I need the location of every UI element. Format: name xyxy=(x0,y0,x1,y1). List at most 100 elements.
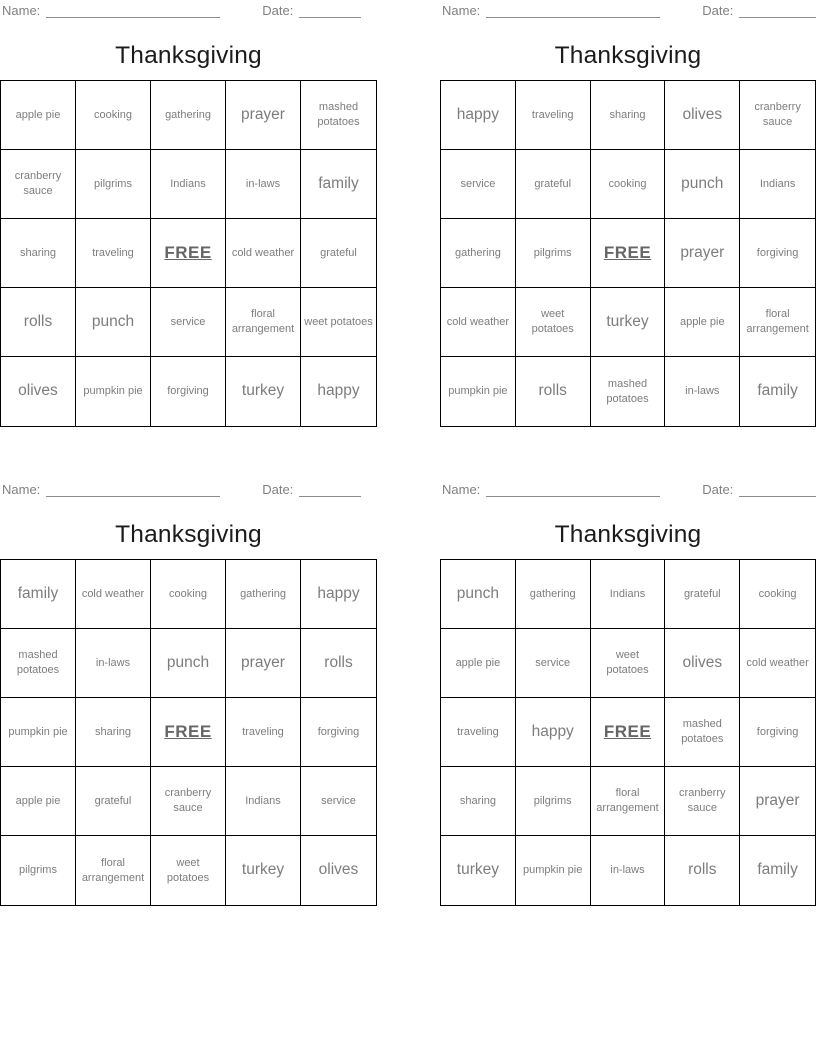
bingo-card: Name: Date: Thanksgiving happy traveling s… xyxy=(440,3,816,427)
bingo-cell: prayer xyxy=(740,767,815,836)
bingo-cell: mashed potatoes xyxy=(665,698,741,767)
bingo-card: Name: Date: Thanksgiving apple pie cookin… xyxy=(0,3,377,427)
bingo-cell: weet potatoes xyxy=(590,629,666,698)
bingo-cell: olives xyxy=(665,629,741,698)
bingo-cell: cranberry sauce xyxy=(1,150,76,219)
bingo-cell: apple pie xyxy=(1,767,76,836)
card-title: Thanksgiving xyxy=(554,42,702,69)
bingo-card: Name: Date: Thanksgiving punch gathering I… xyxy=(440,482,816,906)
card-title: Thanksgiving xyxy=(115,521,262,548)
bingo-cell: turkey xyxy=(226,357,301,426)
date-fill-line xyxy=(299,483,362,497)
card-title: Thanksgiving xyxy=(554,521,702,548)
bingo-cell: traveling xyxy=(441,698,516,767)
bingo-cell: family xyxy=(757,382,798,400)
bingo-cell: rolls xyxy=(516,357,591,426)
bingo-cell: rolls xyxy=(1,288,76,357)
bingo-cell: prayer xyxy=(226,629,301,698)
bingo-cell: weet potatoes xyxy=(301,288,376,357)
date-label: Date: xyxy=(262,3,294,18)
date-fill-line xyxy=(739,4,816,18)
card-title: Thanksgiving xyxy=(115,42,262,69)
free-cell: FREE xyxy=(590,219,666,288)
bingo-grid: apple pie cooking gathering prayer mashed po… xyxy=(0,80,377,427)
bingo-cell: turkey xyxy=(590,288,666,357)
card-header: Name: Date: xyxy=(440,3,816,18)
bingo-cell: olives xyxy=(318,861,359,879)
bingo-cell: sharing xyxy=(76,698,151,767)
bingo-cell: cooking xyxy=(590,150,666,219)
bingo-cell: cold weather xyxy=(740,629,815,698)
bingo-cell: gathering xyxy=(515,560,591,629)
bingo-cell: traveling xyxy=(226,698,301,767)
bingo-cell: forgiving xyxy=(151,357,226,426)
bingo-cell: service xyxy=(515,629,591,698)
bingo-cell: grateful xyxy=(76,767,151,836)
bingo-cell: gathering xyxy=(151,81,226,150)
bingo-cell: Indians xyxy=(151,150,226,219)
date-label: Date: xyxy=(702,3,734,18)
date-label: Date: xyxy=(702,482,734,497)
bingo-cell: forgiving xyxy=(740,219,815,288)
bingo-cell: punch xyxy=(151,629,226,698)
bingo-cell: family xyxy=(1,560,76,629)
bingo-cell: happy xyxy=(515,698,591,767)
bingo-cell: pumpkin pie xyxy=(441,357,516,426)
bingo-cell: gathering xyxy=(226,560,301,629)
free-cell: FREE xyxy=(590,698,666,767)
free-cell: FREE xyxy=(151,219,226,288)
date-fill-line xyxy=(739,483,816,497)
name-fill-line xyxy=(46,4,221,18)
bingo-cell: happy xyxy=(317,382,360,400)
name-label: Name: xyxy=(442,3,481,18)
name-label: Name: xyxy=(2,482,41,497)
bingo-cell: cranberry sauce xyxy=(151,767,226,836)
bingo-cell: grateful xyxy=(301,219,376,288)
bingo-cell: mashed potatoes xyxy=(591,357,666,426)
name-fill-line xyxy=(486,483,661,497)
bingo-cell: cranberry sauce xyxy=(740,81,815,150)
bingo-cell: cooking xyxy=(151,560,226,629)
bingo-cell: in-laws xyxy=(665,357,741,426)
bingo-grid: punch gathering Indians grateful cooking appl… xyxy=(440,559,816,906)
bingo-card: Name: Date: Thanksgiving family cold weat… xyxy=(0,482,377,906)
bingo-cell: family xyxy=(757,861,798,879)
bingo-cell: gathering xyxy=(441,219,516,288)
free-cell: FREE xyxy=(151,698,226,767)
date-fill-line xyxy=(299,4,362,18)
bingo-cell: mashed potatoes xyxy=(301,81,376,150)
bingo-cell: cooking xyxy=(76,81,151,150)
bingo-cell: apple pie xyxy=(441,629,516,698)
bingo-cell: happy xyxy=(441,81,516,150)
bingo-cell: forgiving xyxy=(740,698,815,767)
bingo-cell: apple pie xyxy=(665,288,741,357)
bingo-cell: floral arrangement xyxy=(226,288,301,357)
name-fill-line xyxy=(46,483,221,497)
bingo-cell: mashed potatoes xyxy=(1,629,76,698)
bingo-cell: floral arrangement xyxy=(590,767,666,836)
bingo-cell: prayer xyxy=(226,81,301,150)
bingo-cell: pumpkin pie xyxy=(516,836,591,905)
bingo-cell: traveling xyxy=(515,81,591,150)
bingo-cell: traveling xyxy=(76,219,151,288)
card-header: Name: Date: xyxy=(0,3,377,18)
bingo-cell: Indians xyxy=(590,560,666,629)
bingo-cell: cranberry sauce xyxy=(665,767,741,836)
bingo-cell: sharing xyxy=(590,81,666,150)
bingo-cell: turkey xyxy=(226,836,301,905)
bingo-cell: in-laws xyxy=(591,836,666,905)
bingo-cell: punch xyxy=(441,560,516,629)
bingo-cell: weet potatoes xyxy=(151,836,226,905)
bingo-cell: apple pie xyxy=(1,81,76,150)
bingo-cell: cooking xyxy=(740,560,815,629)
name-fill-line xyxy=(486,4,661,18)
bingo-cell: Indians xyxy=(226,767,301,836)
card-header: Name: Date: xyxy=(0,482,377,497)
bingo-cell: happy xyxy=(301,560,376,629)
bingo-cell: olives xyxy=(665,81,741,150)
bingo-cell: pilgrims xyxy=(515,219,591,288)
bingo-cell: sharing xyxy=(1,219,76,288)
bingo-cell: in-laws xyxy=(226,150,301,219)
bingo-cell: cold weather xyxy=(226,219,301,288)
bingo-cell: punch xyxy=(76,288,151,357)
